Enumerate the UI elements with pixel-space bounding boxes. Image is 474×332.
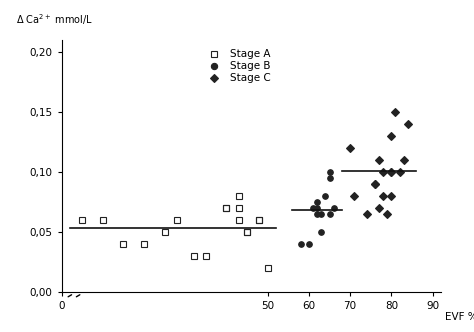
Text: EVF %: EVF %	[445, 312, 474, 322]
Text: $\Delta$ Ca$^{2+}$ mmol/L: $\Delta$ Ca$^{2+}$ mmol/L	[16, 12, 93, 27]
Legend: Stage A, Stage B, Stage C: Stage A, Stage B, Stage C	[200, 45, 274, 88]
